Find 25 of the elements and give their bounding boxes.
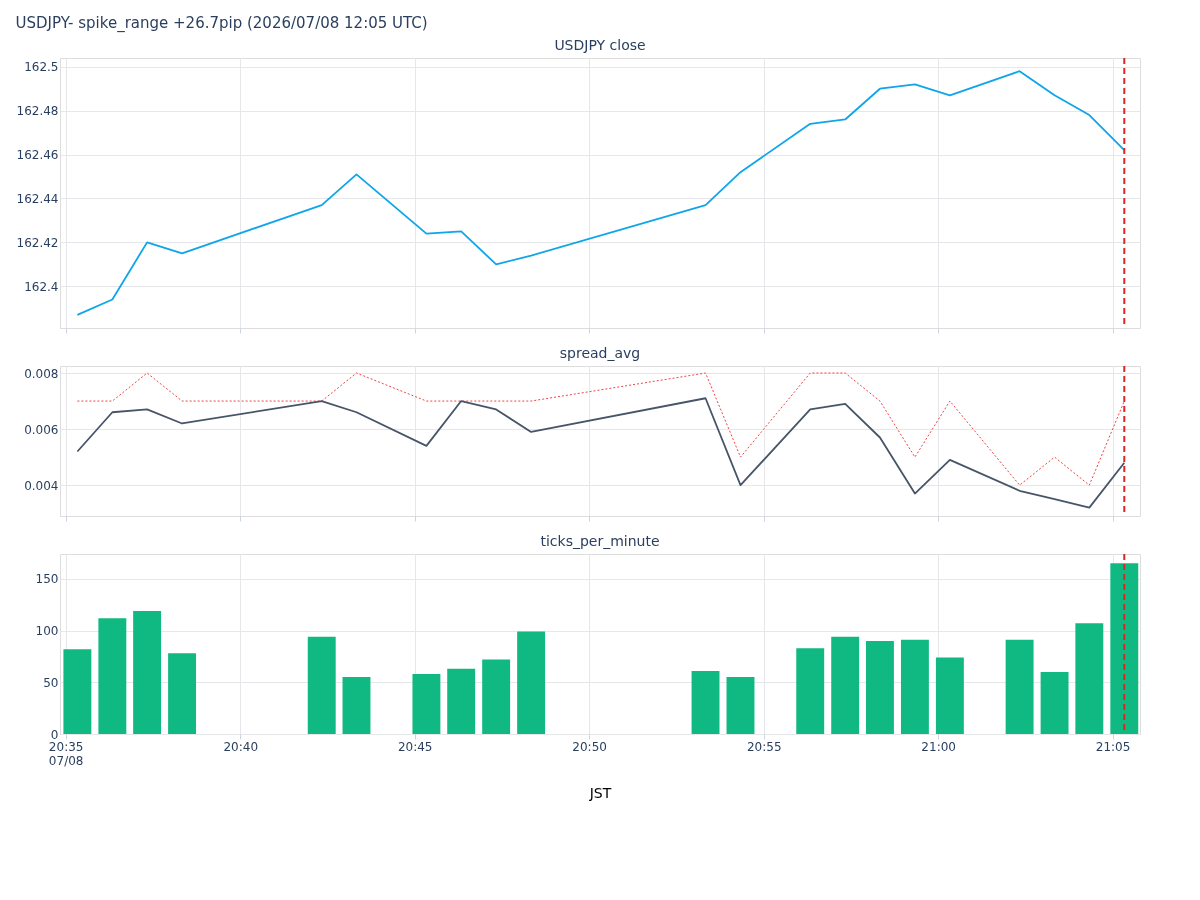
y-tick-label: 0 — [50, 727, 59, 742]
x-tick-label: 20:35 07/08 — [48, 739, 84, 768]
x-tick-label: 21:00 — [921, 739, 956, 754]
chart-title: USDJPY- spike_range +26.7pip (2026/07/08 12:05 UTC) — [15, 13, 428, 33]
x-tick-label: 20:55 — [746, 739, 782, 754]
x-tick-label: 21:05 — [1095, 739, 1131, 754]
y-tick-label: 150 — [35, 572, 59, 587]
y-tick-label: 162.5 — [24, 60, 59, 75]
x-axis-title: JST — [588, 784, 612, 801]
chart-title: spread_avg — [559, 345, 641, 361]
y-tick-label: 162.46 — [16, 148, 59, 163]
y-tick-label: 162.48 — [16, 104, 59, 119]
y-tick-label: 162.44 — [16, 191, 59, 206]
y-tick-label: 50 — [43, 675, 59, 690]
chart-subtitle: USDJPY close — [554, 37, 646, 53]
chart-title: ticks_per_minute — [540, 533, 660, 549]
y-tick-label: 100 — [35, 624, 59, 639]
y-tick-label: 0.008 — [24, 366, 59, 381]
y-tick-label: 162.42 — [16, 235, 59, 250]
y-tick-label: 0.006 — [24, 422, 59, 437]
y-tick-label: 162.4 — [24, 279, 59, 294]
y-tick-label: 0.004 — [24, 478, 59, 493]
x-tick-label: 20:50 — [572, 739, 607, 754]
x-tick-label: 20:45 — [397, 739, 433, 754]
x-tick-label: 20:40 — [223, 739, 259, 754]
